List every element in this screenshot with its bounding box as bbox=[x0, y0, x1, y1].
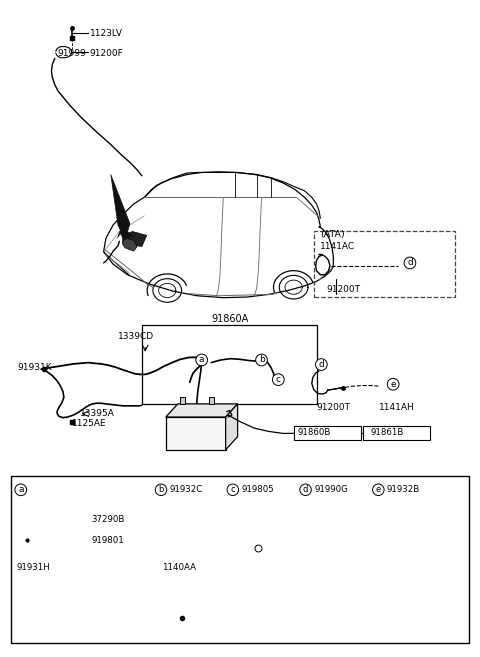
Text: 91932C: 91932C bbox=[169, 486, 203, 494]
Text: 91931H: 91931H bbox=[16, 562, 50, 572]
Text: e: e bbox=[390, 380, 396, 389]
Text: 91999: 91999 bbox=[57, 49, 86, 58]
Polygon shape bbox=[123, 238, 137, 251]
Text: 1125AE: 1125AE bbox=[72, 419, 106, 428]
Text: 1123LV: 1123LV bbox=[90, 29, 123, 38]
Text: 91860B: 91860B bbox=[298, 428, 331, 437]
Text: 91200T: 91200T bbox=[317, 403, 350, 412]
Text: c: c bbox=[276, 375, 281, 384]
Polygon shape bbox=[209, 397, 214, 404]
Text: 91932B: 91932B bbox=[387, 486, 420, 494]
Text: d: d bbox=[407, 258, 413, 267]
Bar bbox=[294, 426, 360, 440]
Text: 91200T: 91200T bbox=[326, 284, 360, 294]
Text: 13395A: 13395A bbox=[80, 409, 115, 419]
Text: 91861B: 91861B bbox=[371, 428, 404, 437]
Polygon shape bbox=[166, 404, 238, 417]
Text: 91860A: 91860A bbox=[212, 313, 249, 324]
Bar bbox=[142, 325, 317, 404]
Bar bbox=[314, 231, 456, 297]
Text: (ATA): (ATA) bbox=[321, 230, 345, 239]
Text: e: e bbox=[376, 486, 381, 494]
Text: 1140AA: 1140AA bbox=[162, 562, 196, 572]
Text: 1339CD: 1339CD bbox=[118, 332, 154, 341]
Polygon shape bbox=[111, 174, 132, 240]
Text: a: a bbox=[199, 355, 204, 365]
Text: b: b bbox=[158, 486, 164, 494]
Text: b: b bbox=[259, 355, 264, 365]
Polygon shape bbox=[226, 404, 238, 450]
Text: d: d bbox=[319, 360, 324, 369]
Text: a: a bbox=[18, 486, 24, 494]
Polygon shape bbox=[180, 397, 185, 404]
Text: 919805: 919805 bbox=[241, 486, 274, 494]
Text: 919801: 919801 bbox=[92, 536, 124, 545]
Text: c: c bbox=[230, 486, 235, 494]
Text: 91931K: 91931K bbox=[17, 363, 52, 373]
Text: 1141AH: 1141AH bbox=[379, 403, 415, 412]
Text: 37290B: 37290B bbox=[92, 516, 125, 524]
Text: 91200F: 91200F bbox=[90, 49, 123, 58]
Text: 1141AC: 1141AC bbox=[321, 242, 356, 251]
Polygon shape bbox=[123, 231, 147, 246]
Text: 91990G: 91990G bbox=[314, 486, 348, 494]
Text: d: d bbox=[303, 486, 308, 494]
Polygon shape bbox=[166, 417, 226, 450]
Bar bbox=[363, 426, 431, 440]
Bar bbox=[11, 476, 469, 643]
